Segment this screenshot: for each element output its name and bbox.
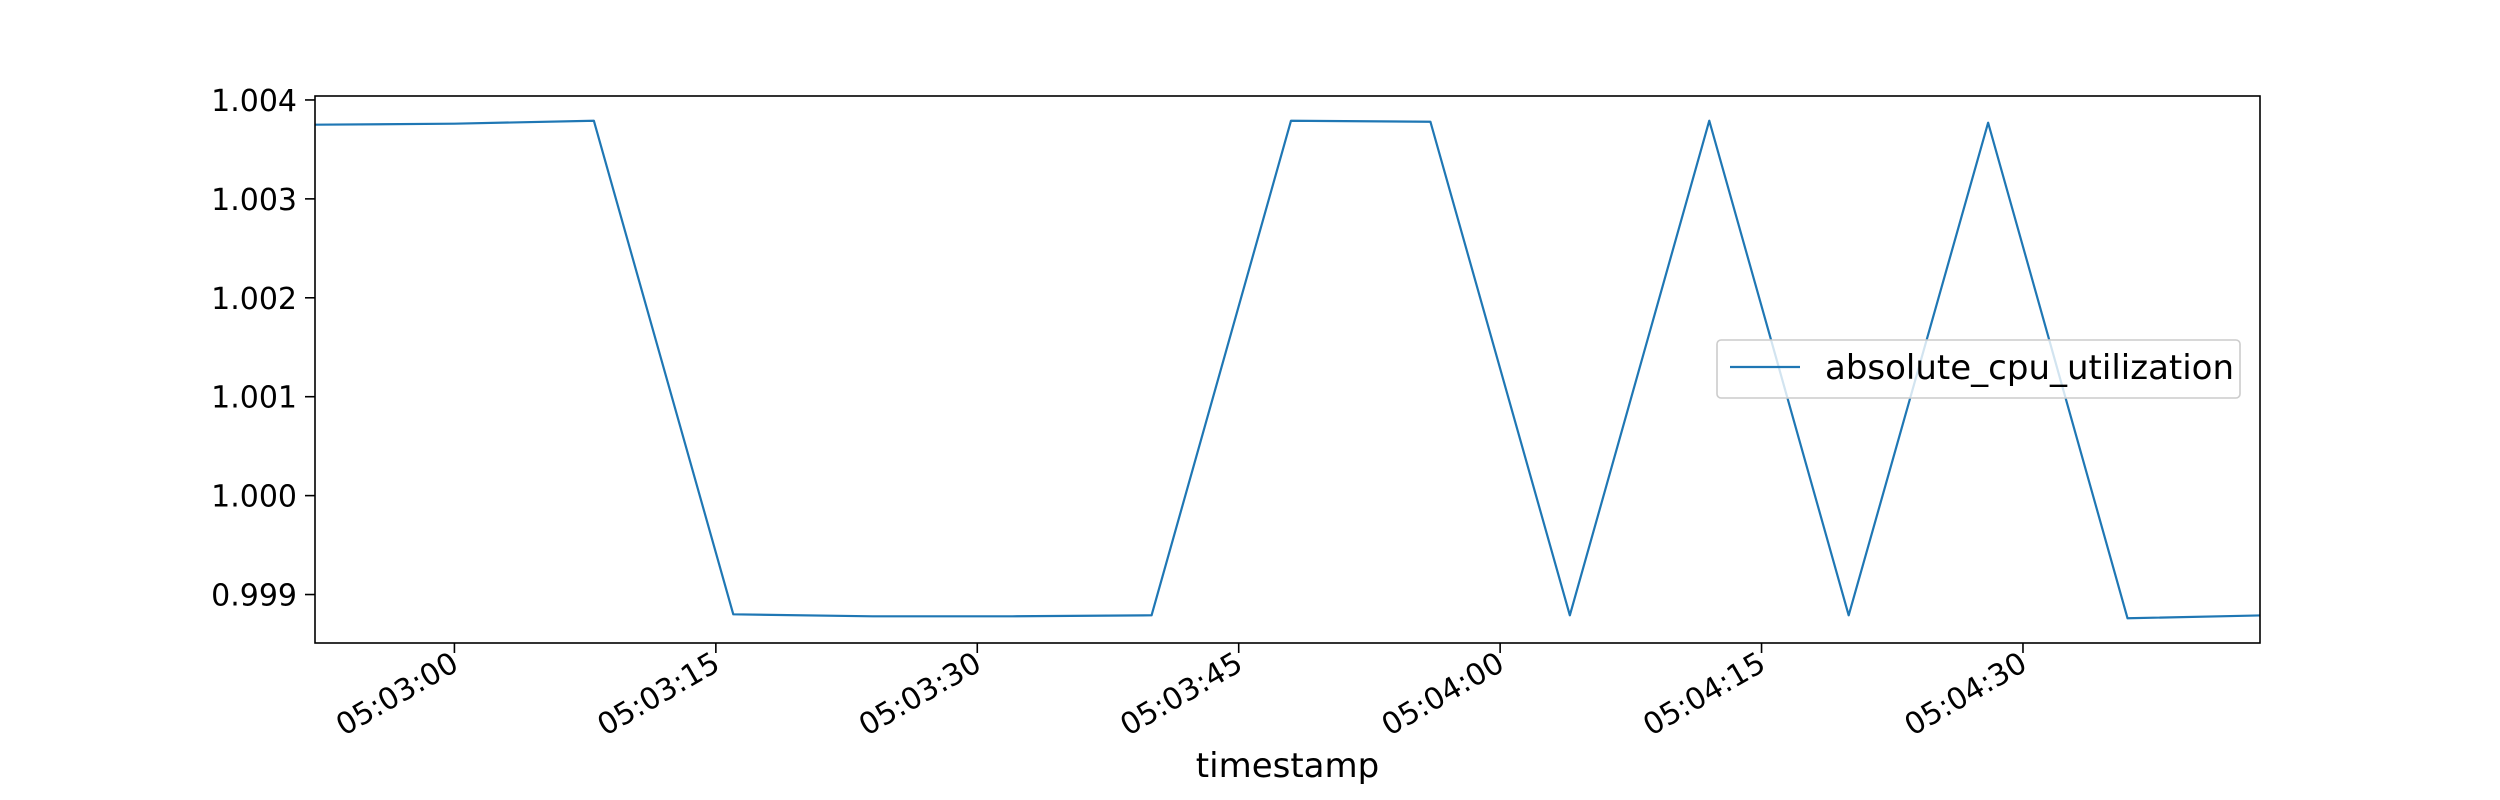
x-tick-label: 05:04:15: [1637, 646, 1771, 744]
series-line-absolute-cpu-utilization: [315, 119, 2260, 620]
y-tick-label: 1.002: [211, 282, 297, 317]
plot-frame: [314, 95, 2261, 644]
legend: absolute_cpu_utilization: [1716, 339, 2241, 399]
x-tick-label: 05:04:00: [1376, 646, 1510, 744]
legend-label-absolute-cpu-utilization: absolute_cpu_utilization: [1825, 348, 2234, 388]
x-tick-label: 05:03:30: [853, 646, 987, 744]
y-tick-label: 1.001: [211, 381, 297, 416]
x-axis-ticks: 05:03:00 05:03:15 05:03:30 05:03:45 05:04:00…: [330, 643, 2033, 743]
x-tick-label: 05:03:00: [330, 646, 464, 744]
legend-box: [1716, 339, 2241, 399]
x-tick-label: 05:03:45: [1115, 646, 1249, 744]
y-tick-label: 1.000: [211, 480, 297, 515]
y-axis-ticks: 0.999 1.000 1.001 1.002 1.003 1.004: [211, 84, 315, 614]
x-axis-title: timestamp: [1196, 746, 1379, 786]
y-tick-label: 0.999: [211, 579, 297, 614]
series-layer: [315, 119, 2260, 620]
x-tick-label: 05:03:15: [592, 646, 726, 744]
x-tick-label: 05:04:30: [1899, 646, 2033, 744]
y-tick-label: 1.003: [211, 183, 297, 218]
y-tick-label: 1.004: [211, 84, 297, 119]
